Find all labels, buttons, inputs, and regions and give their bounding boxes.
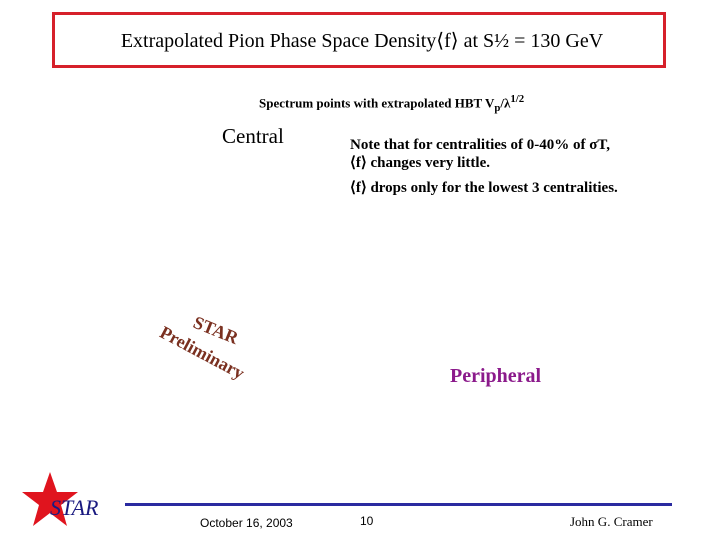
subscript: p bbox=[494, 101, 501, 114]
logo-text: STAR bbox=[50, 495, 99, 520]
author: John G. Cramer bbox=[570, 514, 653, 529]
star-icon bbox=[22, 472, 78, 526]
superscript: 1/2 bbox=[510, 93, 525, 105]
footer-line bbox=[125, 503, 672, 506]
page-number: 10 bbox=[360, 514, 374, 528]
title: Extrapolated Pion Phase Space Density⟨f⟩… bbox=[120, 30, 604, 52]
subtitle-text: Spectrum points with extrapolated HBT V bbox=[259, 95, 495, 111]
title-box: Extrapolated Pion Phase Space Density⟨f⟩… bbox=[52, 12, 666, 68]
subtitle-text: /λ bbox=[500, 95, 511, 111]
peripheral-label: Peripheral bbox=[450, 365, 542, 387]
date: October 16, 2003 bbox=[200, 516, 293, 530]
central-label: Central bbox=[222, 124, 284, 148]
note-line: ⟨f⟩ drops only for the lowest 3 centrali… bbox=[350, 180, 618, 196]
note-line: Note that for centralities of 0-40% of σ… bbox=[350, 137, 611, 153]
subtitle: Spectrum points with extrapolated HBT Vp… bbox=[259, 93, 524, 114]
note-line: ⟨f⟩ changes very little. bbox=[350, 155, 491, 171]
